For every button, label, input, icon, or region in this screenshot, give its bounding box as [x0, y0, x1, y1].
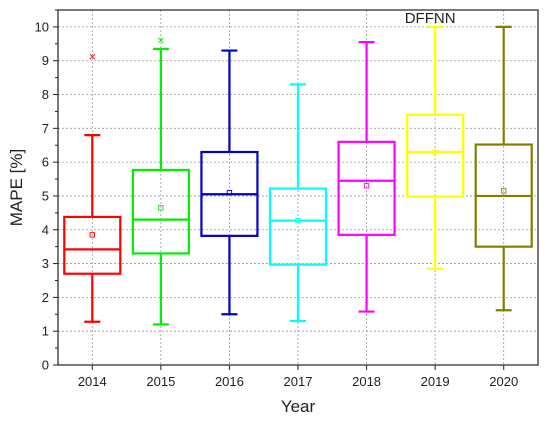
mean-marker	[89, 232, 95, 238]
box-2015	[131, 37, 190, 326]
outlier-stroke	[158, 37, 164, 44]
box-iqr	[406, 113, 465, 198]
mean-marker	[363, 183, 370, 189]
x-tick-label: 2015	[146, 374, 175, 389]
box-2020	[474, 25, 533, 312]
mean-marker	[432, 149, 438, 155]
x-tick-label: 2017	[284, 374, 313, 389]
outlier-marker	[158, 37, 164, 44]
y-tick-label: 3	[42, 256, 49, 271]
y-tick-label: 4	[42, 222, 49, 237]
box-iqr	[63, 215, 122, 275]
mean-marker	[295, 217, 301, 224]
outlier-stroke	[89, 53, 96, 60]
y-tick-label: 0	[42, 358, 49, 373]
mean-marker	[158, 205, 164, 211]
box-iqr	[131, 168, 190, 255]
mean-marker	[226, 189, 233, 196]
x-tick-label: 2020	[489, 374, 518, 389]
box-2019	[406, 25, 465, 270]
x-axis-title: Year	[281, 397, 316, 416]
chart-annotation: DFFNN	[405, 10, 456, 27]
box-2018	[337, 41, 396, 313]
x-tick-label: 2019	[421, 374, 450, 389]
y-tick-label: 6	[42, 155, 49, 170]
y-tick-label: 1	[42, 324, 49, 339]
x-tick-label: 2014	[78, 374, 107, 389]
outlier-marker	[89, 53, 96, 60]
x-tick-label: 2018	[352, 374, 381, 389]
box-2017	[268, 83, 328, 323]
box-2014	[63, 53, 122, 323]
box-iqr	[337, 140, 396, 236]
mean-marker	[501, 188, 507, 194]
y-tick-label: 5	[42, 188, 49, 203]
y-tick-label: 8	[42, 87, 49, 102]
axes: 0 1 2 3 4 5 6 7 8 9 10 2014 2015 2016 2017 2018 2019 2020	[35, 9, 518, 389]
y-axis-title: MAPE [%]	[7, 149, 26, 226]
x-tick-label: 2016	[215, 374, 244, 389]
y-tick-label: 7	[42, 121, 49, 136]
boxes	[63, 25, 533, 326]
box-2016	[200, 49, 259, 316]
y-tick-label: 9	[42, 53, 49, 68]
box-iqr	[268, 187, 328, 266]
y-tick-label: 2	[42, 290, 49, 305]
y-tick-label: 10	[35, 19, 49, 34]
